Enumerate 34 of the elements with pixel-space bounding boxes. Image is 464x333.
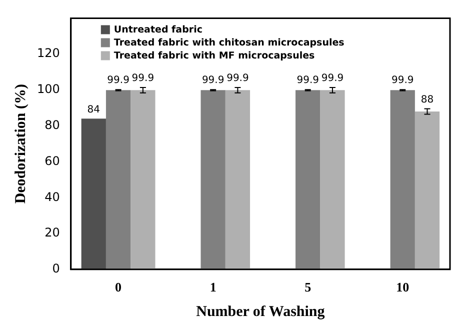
data-label: 99.9 (226, 73, 249, 84)
bar (106, 90, 131, 270)
y-tick-label: 120 (37, 46, 60, 60)
y-tick-label: 60 (44, 154, 60, 168)
y-tick-label: 40 (44, 190, 60, 204)
bar (414, 112, 440, 270)
data-label: 99.9 (321, 73, 344, 84)
legend-label: Untreated fabric (114, 24, 202, 36)
legend-label: Treated fabric with chitosan microcapsules (114, 38, 345, 49)
y-tick-label: 100 (37, 82, 60, 96)
data-label: 99.9 (107, 75, 130, 86)
x-tick-label: 5 (304, 280, 312, 295)
data-label: 84 (87, 104, 100, 116)
x-tick-label: 1 (210, 280, 216, 295)
x-axis-title: Number of Washing (196, 304, 326, 320)
bar (225, 90, 250, 270)
bar (81, 118, 106, 270)
bar (296, 90, 320, 270)
x-tick-label: 0 (115, 280, 122, 295)
data-label: 99.9 (202, 75, 224, 86)
bar (320, 90, 345, 270)
y-tick-label: 20 (44, 226, 60, 240)
data-label: 88 (420, 94, 434, 106)
y-tick-label: 0 (52, 262, 60, 276)
y-tick-label: 80 (44, 118, 60, 132)
bar (130, 90, 156, 270)
legend-label: Treated fabric with MF microcapsules (114, 50, 316, 62)
bar (390, 90, 415, 270)
data-label: 99.9 (296, 75, 319, 86)
bar (200, 90, 226, 270)
data-label: 99.9 (132, 73, 154, 84)
data-label: 99.9 (391, 75, 414, 86)
y-axis-title: Deodorization (%) (12, 84, 29, 204)
x-tick-label: 10 (396, 280, 410, 295)
